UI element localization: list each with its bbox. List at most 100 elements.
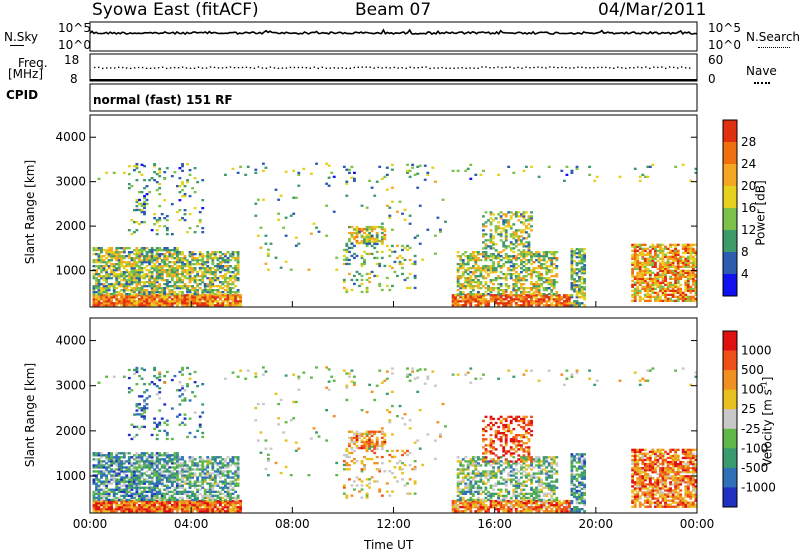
velocity-cell	[127, 391, 131, 394]
power-cell	[135, 200, 139, 204]
velocity-cell	[193, 494, 197, 498]
power-cell	[580, 276, 584, 279]
velocity-cell	[105, 462, 109, 465]
power-cell	[512, 263, 516, 266]
velocity-cell	[221, 506, 225, 509]
velocity-cell	[158, 391, 162, 394]
velocity-cell	[153, 462, 157, 465]
power-cell	[471, 253, 475, 256]
power-cell	[555, 257, 559, 260]
velocity-cell	[125, 474, 129, 477]
power-cell	[502, 273, 506, 276]
power-cell	[413, 274, 417, 278]
power-cell	[150, 281, 154, 284]
power-cell	[575, 262, 579, 265]
power-cell	[520, 261, 523, 264]
power-cell	[105, 269, 109, 272]
power-cell	[638, 261, 642, 264]
power-cell	[186, 296, 189, 299]
power-cell	[464, 296, 468, 299]
power-cell	[492, 269, 495, 272]
power-cell	[509, 304, 513, 307]
power-cell	[160, 289, 164, 292]
power-cell	[122, 249, 126, 252]
power-cell	[365, 288, 369, 292]
power-cell	[102, 261, 106, 264]
velocity-cell	[153, 498, 157, 502]
velocity-cell	[95, 474, 98, 477]
power-cell	[173, 293, 177, 296]
power-cell	[671, 243, 675, 246]
power-cell	[196, 257, 200, 260]
power-cell	[183, 213, 187, 216]
power-cell	[552, 267, 556, 270]
power-cell	[689, 285, 693, 288]
power-cell	[638, 271, 642, 274]
power-cell	[198, 298, 202, 301]
power-cell	[504, 279, 508, 282]
power-cell	[105, 279, 109, 282]
velocity-cell	[130, 486, 134, 489]
power-cell	[654, 261, 657, 264]
nave-tick-top: 60	[708, 53, 724, 67]
velocity-cell	[193, 464, 197, 467]
power-cell	[208, 302, 212, 305]
velocity-cell	[236, 466, 240, 469]
power-cell	[669, 289, 673, 292]
velocity-cell	[117, 470, 121, 473]
power-cell	[158, 167, 162, 170]
power-cell	[654, 287, 657, 290]
velocity-cell	[221, 480, 225, 483]
power-cell	[497, 296, 501, 299]
power-cell	[651, 287, 655, 290]
power-cell	[666, 269, 670, 272]
power-cell	[122, 277, 126, 280]
velocity-cell	[178, 403, 182, 406]
power-cell	[92, 259, 96, 262]
power-cell	[502, 241, 506, 244]
power-cell	[224, 275, 227, 278]
power-cell	[122, 265, 126, 268]
power-cell	[575, 252, 579, 255]
velocity-cell	[170, 510, 174, 513]
velocity-cell	[231, 499, 235, 503]
power-cell	[499, 217, 503, 220]
velocity-cell	[239, 501, 243, 505]
power-cell	[479, 275, 483, 278]
power-cell	[143, 273, 146, 276]
power-cell	[507, 287, 511, 290]
power-cell	[102, 259, 106, 262]
power-cell	[552, 300, 556, 303]
velocity-cell	[143, 425, 146, 429]
power-cell	[368, 225, 372, 229]
power-cell	[694, 249, 698, 252]
power-cell	[388, 254, 392, 258]
power-cell	[135, 265, 139, 268]
velocity-cell	[95, 478, 98, 481]
power-cell	[117, 247, 121, 250]
power-cell	[127, 229, 131, 232]
power-cell	[540, 265, 544, 268]
power-cell	[188, 195, 192, 198]
power-cell	[633, 261, 637, 264]
power-cell	[236, 263, 240, 266]
velocity-cell	[138, 478, 141, 481]
power-cell	[659, 299, 662, 302]
power-cell	[408, 222, 412, 225]
velocity-cell	[97, 496, 101, 500]
power-cell	[355, 235, 359, 239]
velocity-cell	[150, 462, 154, 465]
power-cell	[385, 204, 389, 207]
power-cell	[575, 290, 579, 293]
power-cell	[643, 285, 647, 288]
velocity-cell	[133, 368, 136, 372]
velocity-cell	[201, 462, 205, 465]
velocity-cell	[234, 478, 238, 481]
power-cell	[575, 256, 579, 259]
power-cell	[550, 283, 554, 286]
power-cell	[489, 241, 493, 244]
power-cell	[659, 289, 662, 292]
velocity-cell	[102, 508, 106, 511]
power-cell	[489, 235, 493, 238]
power-cell	[520, 239, 523, 242]
